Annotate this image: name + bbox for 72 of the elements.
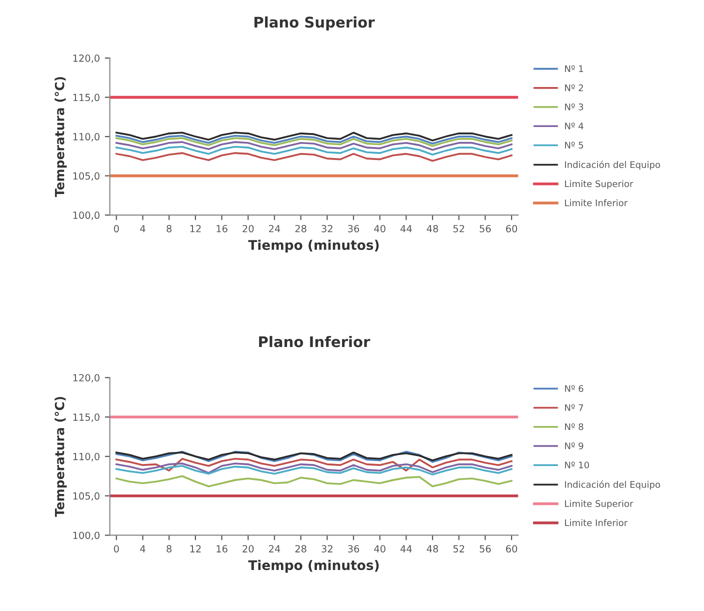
y-tick-label: 120,0: [73, 374, 100, 382]
line-series: [116, 141, 512, 151]
legend-label: Nº 10: [565, 462, 589, 468]
legend-label: Nº 1: [565, 65, 584, 72]
y-tick-label: 105,0: [73, 492, 100, 501]
x-tick-label: 40: [374, 545, 386, 552]
x-axis-title: Tiempo (minutos): [248, 560, 379, 573]
x-tick-label: 40: [374, 224, 386, 232]
x-tick-label: 8: [166, 545, 172, 552]
x-tick-label: 44: [400, 225, 412, 232]
line-series: [116, 137, 512, 147]
x-tick-label: 32: [322, 545, 332, 552]
line-series: [116, 134, 512, 145]
x-tick-label: 16: [216, 545, 228, 552]
x-tick-label: 36: [348, 545, 360, 552]
x-tick-label: 12: [190, 224, 201, 232]
x-tick-label: 52: [453, 545, 464, 552]
x-tick-label: 12: [190, 545, 201, 552]
x-tick-label: 16: [216, 224, 228, 232]
x-tick-label: 20: [242, 545, 254, 552]
x-tick-label: 0: [114, 545, 119, 552]
line-series: [116, 146, 512, 156]
y-tick-label: 115,0: [73, 94, 100, 102]
x-tick-label: 60: [506, 224, 518, 232]
line-series: [116, 475, 512, 488]
line-series: [116, 458, 512, 472]
x-tick-label: 4: [140, 225, 146, 232]
x-tick-label: 8: [166, 224, 172, 232]
x-tick-label: 48: [426, 545, 438, 552]
y-tick-label: 100,0: [73, 212, 100, 220]
x-tick-label: 44: [400, 545, 412, 552]
x-tick-label: 20: [242, 224, 254, 232]
y-tick-label: 100,0: [73, 532, 100, 540]
y-tick-label: 115,0: [73, 413, 100, 422]
y-tick-label: 110,0: [73, 452, 100, 462]
y-axis-title: Temperatura (°C): [54, 396, 67, 517]
legend-label: Limite Inferior: [565, 519, 628, 526]
x-tick-label: 24: [268, 545, 280, 552]
chart-title: Plano Superior: [254, 16, 375, 31]
x-tick-label: 48: [426, 224, 438, 232]
line-series: [116, 152, 512, 162]
x-tick-label: 4: [140, 545, 146, 552]
x-tick-label: 36: [348, 224, 360, 232]
legend-label: Nº 8: [565, 423, 584, 430]
x-tick-label: 52: [453, 224, 464, 232]
x-tick-label: 56: [480, 224, 491, 232]
legend-label: Nº 5: [565, 142, 584, 149]
legend-label: Limite Superior: [565, 500, 634, 509]
chart-title: Plano Inferior: [259, 336, 370, 348]
legend-label: Nº 3: [565, 103, 584, 110]
legend-label: Limite Inferior: [565, 199, 628, 206]
legend-label: Nº 6: [565, 385, 584, 392]
x-tick-label: 32: [322, 224, 332, 232]
legend-label: Limite Superior: [565, 180, 634, 189]
y-axis-title: Temperatura (°C): [54, 77, 67, 198]
y-tick-label: 110,0: [73, 133, 100, 142]
x-tick-label: 24: [268, 224, 280, 232]
legend-label: Nº 7: [565, 404, 584, 411]
legend-label: Nº 2: [565, 84, 583, 92]
x-axis-title: Tiempo (minutos): [248, 240, 379, 253]
legend-label: Nº 4: [565, 122, 584, 130]
legend-label: Indicación del Equipo: [565, 480, 660, 490]
y-tick-label: 105,0: [73, 172, 100, 181]
line-series: [116, 132, 512, 142]
y-tick-label: 120,0: [73, 54, 100, 63]
x-tick-label: 56: [480, 545, 491, 552]
legend-label: Indicación del Equipo: [565, 160, 660, 170]
x-tick-label: 28: [295, 545, 306, 552]
x-tick-label: 28: [295, 224, 306, 232]
x-tick-label: 0: [114, 224, 119, 232]
legend-label: Nº 9: [565, 442, 584, 450]
x-tick-label: 60: [506, 545, 518, 552]
